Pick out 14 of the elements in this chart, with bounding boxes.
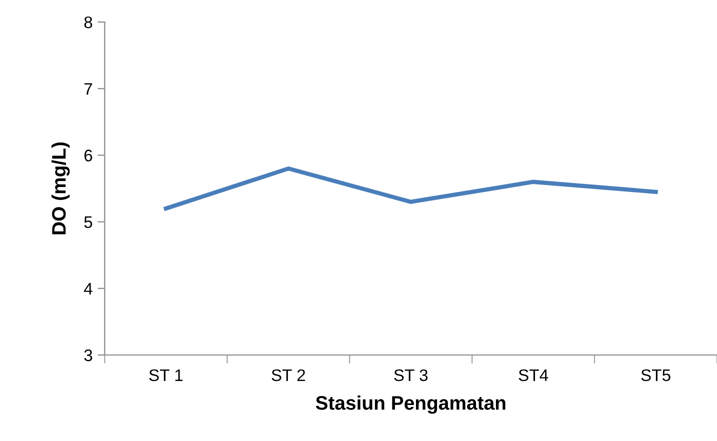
y-tick-label: 8: [84, 16, 92, 28]
x-tick-label: ST 1: [149, 369, 183, 382]
y-tick-label: 3: [84, 349, 92, 362]
line-series: [164, 166, 658, 211]
y-tick-label: 7: [84, 83, 92, 95]
x-tick-label: ST5: [641, 369, 670, 382]
x-axis-title: Stasiun Pengamatan: [316, 396, 506, 414]
y-tick-label: 4: [84, 282, 92, 294]
y-tick-label: 5: [84, 216, 92, 228]
x-tick-label: ST 2: [272, 369, 305, 382]
y-tick-label: 6: [84, 150, 92, 162]
x-tick-label: ST4: [518, 369, 548, 382]
x-tick-label: ST 3: [394, 369, 428, 382]
y-axis-title: DO (mg/L): [52, 142, 70, 234]
